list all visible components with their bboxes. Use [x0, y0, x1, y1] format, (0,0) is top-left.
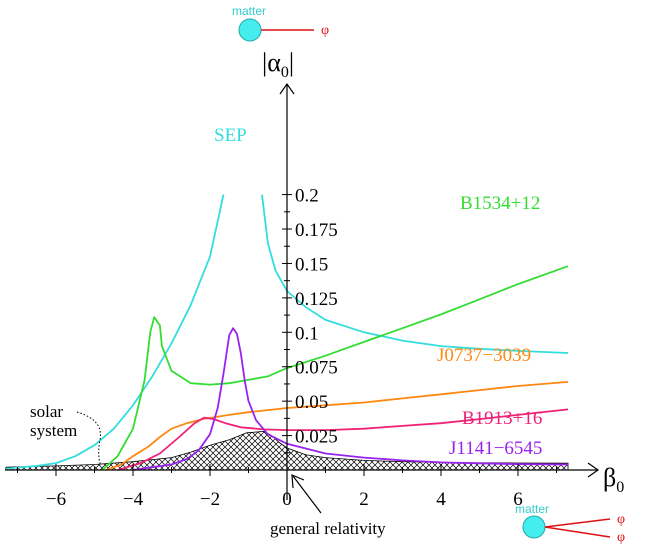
x-tick-label: 2 — [359, 489, 369, 510]
series-b1534-12-line — [101, 265, 569, 471]
series-b1913-16-line — [117, 408, 569, 471]
y-tick-label: 0.15 — [295, 254, 328, 275]
y-tick-label: 0.2 — [295, 186, 319, 207]
label-b1534: B1534+12 — [460, 193, 540, 214]
top-phi-label: φ — [321, 23, 329, 38]
y-tick-label: 0.1 — [295, 323, 319, 344]
curves-group — [5, 194, 569, 471]
x-ticks: −6 −4 −2 0 2 4 6 — [17, 464, 557, 510]
bottom-phi-label-2: φ — [617, 530, 625, 545]
label-b1913: B1913+16 — [462, 408, 542, 429]
x-axis-title: β0 — [603, 463, 624, 496]
x-axis-arrow — [587, 462, 600, 478]
y-tick-label: 0.075 — [295, 358, 338, 379]
x-tick-label: 6 — [513, 489, 523, 510]
general-relativity-arrow-shaft — [292, 475, 322, 514]
x-tick-label: −2 — [200, 489, 220, 510]
series-j0737-3039-line — [105, 381, 569, 471]
label-sep: SEP — [214, 125, 247, 146]
y-axis-arrow — [279, 82, 295, 95]
y-tick-label: 0.125 — [295, 289, 338, 310]
solar-system-label: solar — [30, 402, 63, 421]
series-j1141-6545-line — [132, 327, 569, 471]
y-tick-label: 0.05 — [295, 392, 328, 413]
top-matter-label: matter — [232, 4, 266, 18]
x-tick-label: 0 — [282, 489, 292, 510]
x-tick-label: −4 — [123, 489, 144, 510]
bottom-phi-line-1 — [544, 518, 611, 528]
bottom-matter-ball — [522, 515, 546, 539]
bottom-phi-label-1: φ — [617, 512, 625, 527]
y-ticks: 0.025 0.05 0.075 0.1 0.125 0.15 0.175 0.2 — [282, 186, 338, 454]
label-j1141: J1141−6545 — [449, 438, 542, 459]
x-tick-label: −6 — [46, 489, 66, 510]
bottom-phi-line-2 — [544, 526, 611, 538]
top-matter-ball — [238, 18, 262, 42]
series-sep-line-2 — [261, 194, 569, 354]
y-axis-title: |α0| — [262, 48, 294, 81]
bottom-matter-label: matter — [515, 502, 549, 516]
solar-system-pointer — [76, 411, 102, 467]
bottom-coupling-diagram: matter φ φ — [515, 502, 625, 545]
label-j0737: J0737−3039 — [437, 345, 531, 366]
series-sep-line-1 — [5, 194, 225, 470]
y-tick-label: 0.025 — [295, 427, 338, 448]
general-relativity-arrow-head — [291, 474, 305, 489]
y-tick-label: 0.175 — [295, 220, 338, 241]
general-relativity-label: general relativity — [270, 519, 386, 538]
top-coupling-diagram: matter φ — [232, 4, 329, 42]
x-tick-label: 4 — [436, 489, 446, 510]
solar-system-label-2: system — [30, 421, 77, 440]
